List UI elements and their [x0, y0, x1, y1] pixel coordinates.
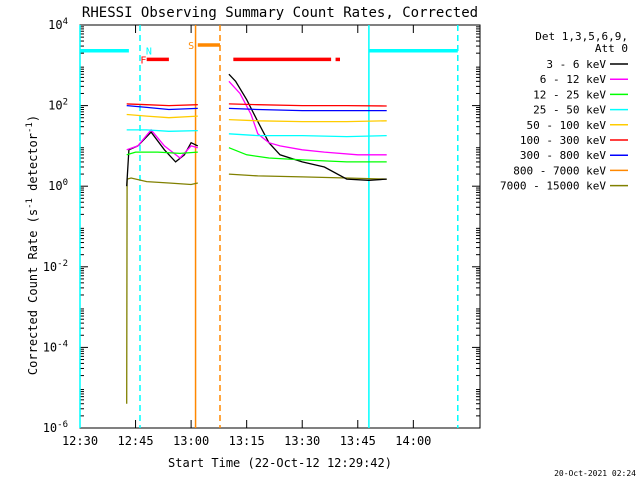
series-line: [228, 133, 387, 138]
series-line: [228, 147, 387, 163]
legend-label: 3 - 6 keV: [546, 58, 606, 71]
state-marker: S: [188, 41, 194, 52]
legend-header: Det 1,3,5,6,9,: [535, 30, 628, 43]
y-tick-label: 100: [48, 178, 68, 193]
legend: Det 1,3,5,6,9,Att 0 3 - 6 keV 6 - 12 keV 12…: [500, 30, 628, 193]
chart-title: RHESSI Observing Summary Count Rates, Co…: [82, 5, 478, 21]
legend-label: 7000 - 15000 keV: [500, 180, 606, 193]
y-tick-label: 10-4: [43, 339, 68, 354]
x-tick-label: 13:30: [284, 434, 320, 448]
y-tick-label: 10-6: [43, 420, 68, 435]
series-line: [228, 80, 387, 156]
y-tick-label: 104: [48, 17, 68, 32]
x-tick-label: 14:00: [395, 434, 431, 448]
series-line: [228, 107, 387, 112]
series-line: [228, 173, 387, 180]
legend-label: 300 - 800 keV: [520, 149, 606, 162]
x-axis-label: Start Time (22-Oct-12 12:29:42): [168, 456, 392, 470]
series-line: [228, 73, 387, 181]
x-tick-label: 13:00: [173, 434, 209, 448]
series-line: [126, 131, 199, 187]
series-line: [126, 177, 198, 404]
series-line: [126, 113, 198, 119]
series-line: [228, 118, 387, 123]
y-tick-label: 102: [48, 98, 68, 113]
x-tick-label: 13:45: [340, 434, 376, 448]
legend-label: 50 - 100 keV: [527, 119, 607, 132]
legend-label: 25 - 50 keV: [533, 104, 606, 117]
plot-area: 12:30 12:45 13:00 13:15 13:30 13:45 14:00 10-6 1…: [43, 17, 481, 448]
state-marker: F: [140, 55, 146, 66]
x-tick-label: 12:45: [117, 434, 153, 448]
series-line: [126, 104, 198, 111]
series-line: [126, 129, 198, 132]
series-line: [228, 103, 387, 107]
state-marker: N: [146, 47, 152, 58]
legend-label: 12 - 25 keV: [533, 88, 606, 101]
series-line: [126, 103, 198, 107]
y-tick-label: 10-2: [43, 259, 68, 274]
legend-label: 6 - 12 keV: [540, 73, 607, 86]
x-tick-label: 12:30: [62, 434, 98, 448]
x-tick-label: 13:15: [229, 434, 265, 448]
series-line: [126, 128, 198, 159]
legend-label: 100 - 300 keV: [520, 134, 606, 147]
legend-header: Att 0: [595, 42, 628, 55]
legend-label: 800 - 7000 keV: [513, 164, 606, 177]
timestamp: 20-Oct-2021 02:24: [554, 469, 636, 478]
series-line: [126, 151, 198, 156]
y-axis-label: Corrected Count Rate (s-1 detector-1): [25, 115, 40, 375]
